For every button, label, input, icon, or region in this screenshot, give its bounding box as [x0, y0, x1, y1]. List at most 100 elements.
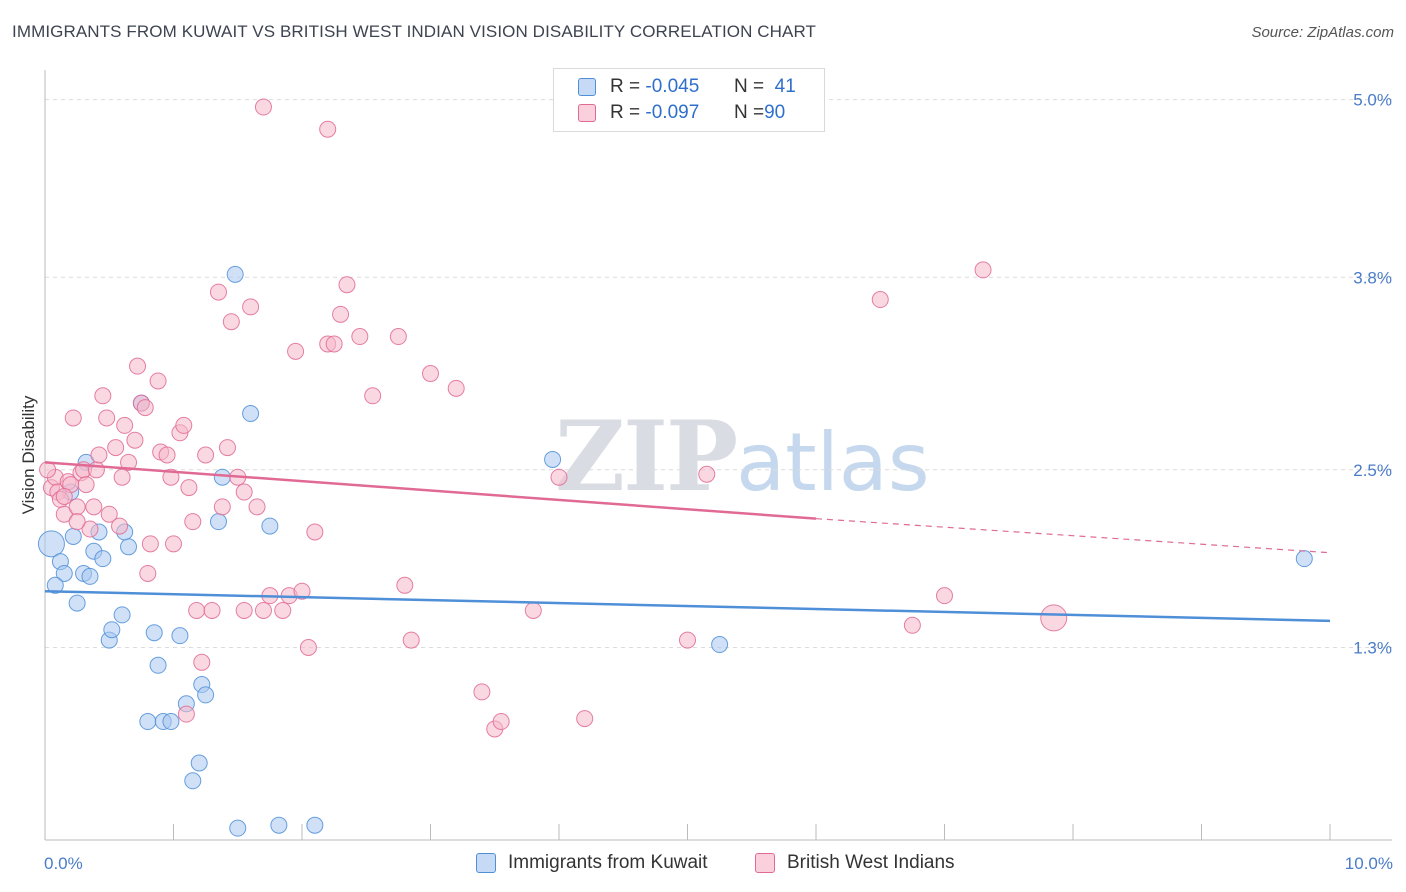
kuwait-point [145, 624, 163, 642]
kuwait-point [162, 713, 180, 731]
bottom-legend-label-kuwait: Immigrants from Kuwait [508, 852, 708, 873]
kuwait-point [103, 621, 121, 639]
kuwait-point [171, 627, 189, 645]
kuwait-point [544, 450, 562, 468]
bwi-point [524, 601, 542, 619]
bwi-point [364, 387, 382, 405]
kuwait-point [184, 772, 202, 790]
bwi-point [254, 601, 272, 619]
legend-r-label: R = [610, 76, 641, 97]
kuwait-point [113, 606, 131, 624]
bwi-point [175, 416, 193, 434]
legend-r-label: R = [610, 102, 641, 123]
bwi-point [87, 461, 105, 479]
bwi-point [90, 446, 108, 464]
bwi-point [319, 120, 337, 138]
chart-title: IMMIGRANTS FROM KUWAIT VS BRITISH WEST I… [12, 22, 817, 41]
bwi-point [974, 261, 992, 279]
bwi-point [165, 535, 182, 553]
kuwait-point [213, 468, 231, 486]
kuwait-point [149, 656, 167, 674]
bwi-point [871, 291, 889, 309]
bwi-point [107, 439, 125, 457]
bwi-point [576, 710, 594, 728]
bwi-point [158, 446, 176, 464]
kuwait-point [190, 754, 208, 772]
bwi-point [116, 416, 134, 434]
y-tick-label: 5.0% [1353, 91, 1392, 110]
legend-row-kuwait: R = -0.045 N = 41 [578, 74, 796, 100]
source-label: Source: ZipAtlas.com [1251, 24, 1394, 41]
watermark: ZIPatlas [555, 400, 930, 513]
bwi-point [679, 631, 696, 649]
bwi-point [203, 601, 221, 619]
bwi-point [129, 357, 147, 375]
kuwait-point [68, 594, 86, 612]
bwi-point [188, 601, 206, 619]
bwi-point [218, 439, 236, 457]
bwi-point [698, 465, 716, 483]
bwi-point [193, 653, 211, 671]
bwi-point [197, 446, 215, 464]
bwi-point [85, 498, 103, 516]
kuwait-point [209, 513, 227, 531]
bwi-point [1040, 604, 1068, 632]
kuwait-point [229, 819, 247, 837]
bwi-point [274, 601, 292, 619]
bwi-point [473, 683, 491, 701]
y-tick-label: 3.8% [1353, 268, 1392, 287]
bwi-point [936, 587, 953, 605]
bwi-point [184, 513, 202, 531]
bwi-point [149, 372, 167, 390]
kuwait-point [270, 816, 288, 834]
kuwait-point [81, 567, 99, 585]
legend-n-label: N = [733, 102, 765, 123]
kuwait-point [242, 405, 260, 423]
kuwait-point [261, 517, 279, 535]
x-tick-label: 10.0% [1345, 854, 1393, 873]
bwi-point [77, 476, 95, 494]
bwi-point [139, 564, 157, 582]
bwi-point [293, 582, 311, 600]
kuwait-trend-line [44, 589, 1331, 623]
kuwait-point [120, 538, 138, 556]
bwi-point [389, 328, 407, 346]
legend-n-value: 90 [764, 102, 786, 123]
bwi-point [213, 498, 231, 516]
bwi-point [94, 387, 112, 405]
bwi-point [550, 468, 568, 486]
bwi-point [299, 639, 317, 656]
kuwait-point [94, 550, 112, 568]
bwi-point [100, 505, 118, 523]
x-tick-label: 0.0% [44, 854, 83, 873]
bwi-point [177, 705, 195, 723]
bwi-point [111, 517, 129, 535]
bwi-point [325, 335, 343, 353]
y-axis-label: Vision Disability [19, 395, 38, 514]
kuwait-point [37, 530, 65, 558]
y-tick-label: 2.5% [1353, 461, 1392, 480]
kuwait-point [1295, 550, 1313, 568]
bwi-point [351, 328, 369, 346]
bwi-point [68, 498, 86, 516]
legend-n-value: 41 [774, 76, 796, 97]
watermark-zip: ZIP [555, 400, 738, 513]
kuwait-point [46, 576, 64, 594]
bwi-point [254, 98, 272, 116]
bwi-point [136, 399, 154, 417]
bwi-trend-extension [815, 518, 1331, 554]
bwi-point [55, 505, 73, 523]
bwi-point [492, 713, 510, 731]
bwi-point [242, 298, 260, 316]
bwi-point [447, 379, 465, 397]
bwi-point [396, 576, 414, 594]
legend-r-value: -0.045 [645, 76, 700, 97]
kuwait-point [306, 816, 324, 834]
bwi-point [113, 468, 131, 486]
legend-swatch-kuwait [578, 78, 596, 96]
kuwait-point [226, 265, 244, 283]
kuwait-point [64, 527, 82, 545]
bwi-point [120, 453, 138, 471]
bwi-point [338, 276, 356, 294]
bwi-point [287, 342, 305, 360]
